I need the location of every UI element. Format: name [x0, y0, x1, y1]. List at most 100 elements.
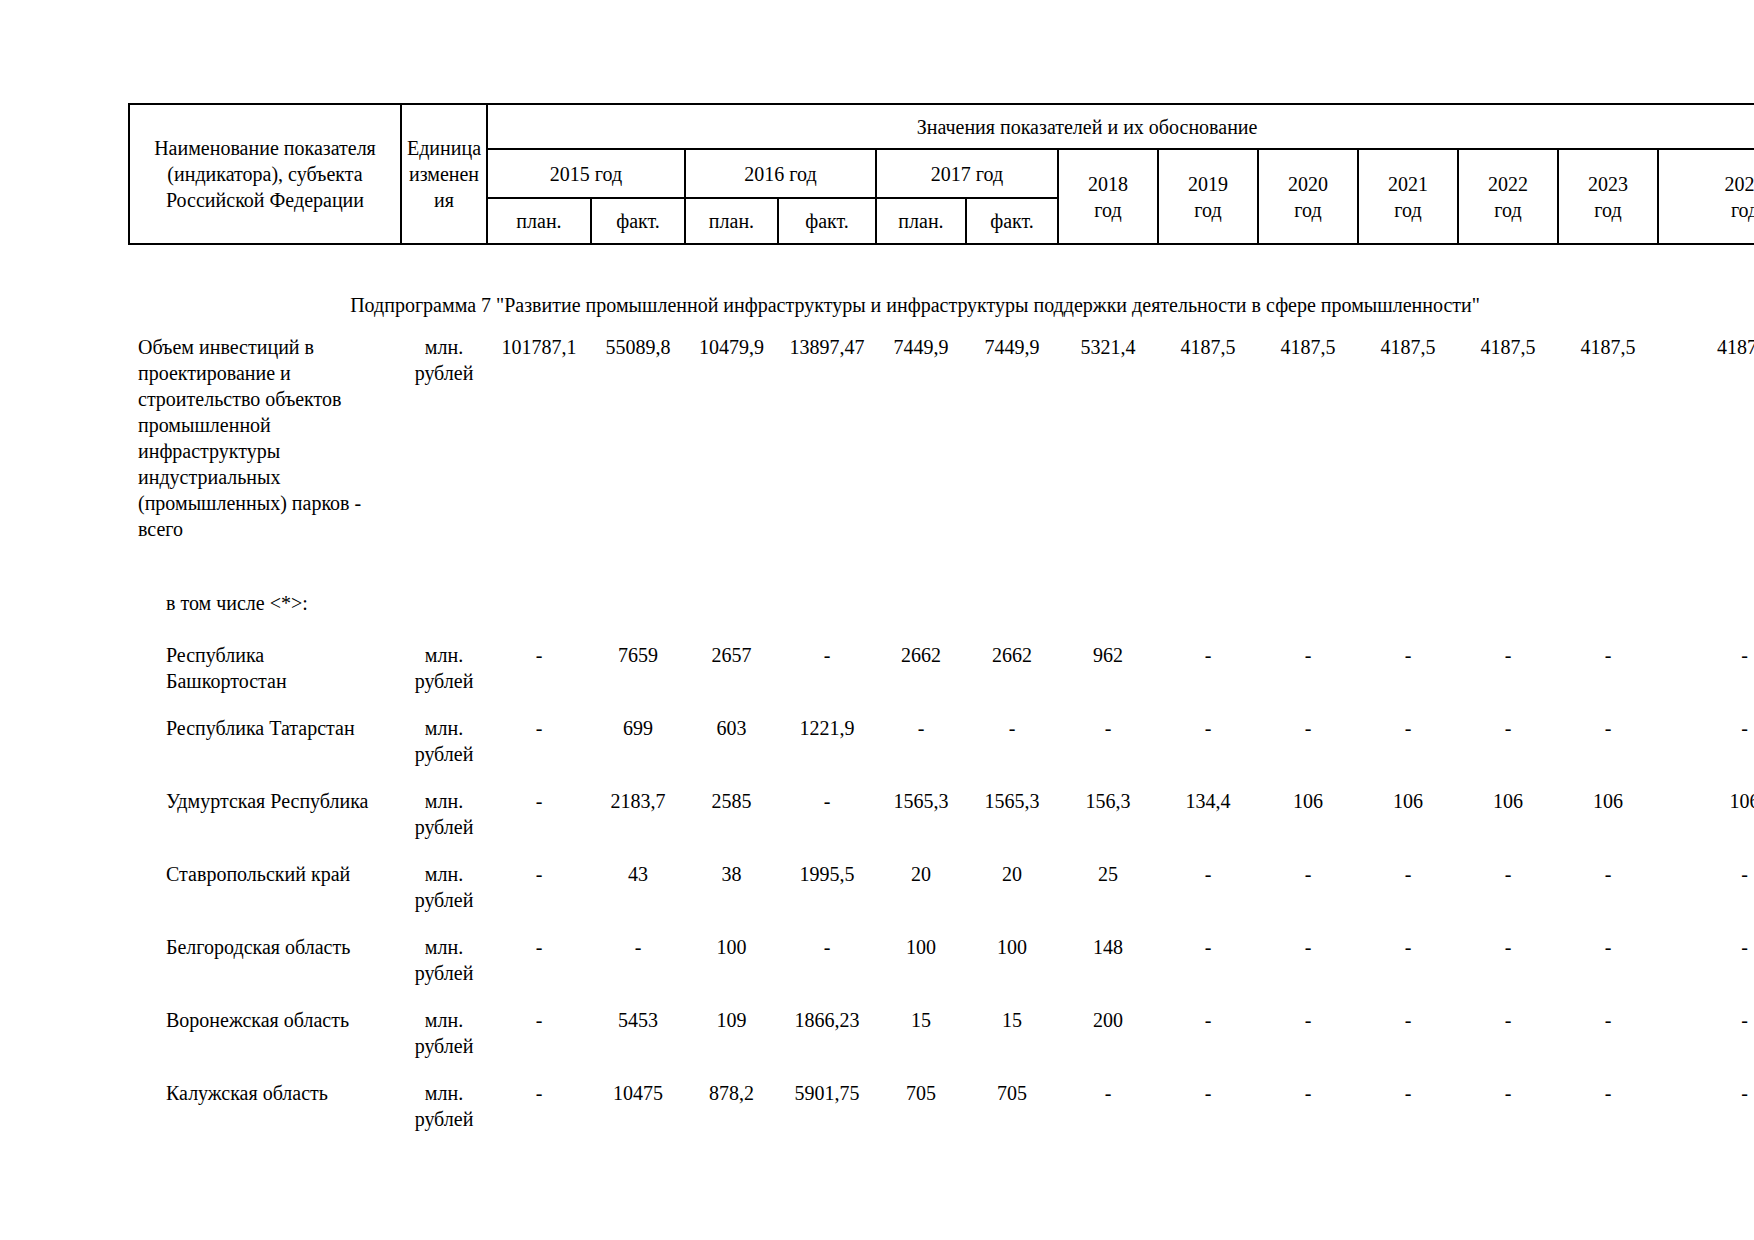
col-header-unit: Единица изменения	[401, 104, 487, 244]
fact-header-2017: факт.	[966, 198, 1058, 244]
value-cell: -	[1458, 616, 1558, 694]
value-cell: -	[1458, 1059, 1558, 1132]
region-row: Ставропольский краймлн. рублей-43381995,…	[129, 840, 1754, 913]
value-cell: 106	[1358, 767, 1458, 840]
row-unit: млн. рублей	[401, 616, 487, 694]
region-row: Республика Татарстанмлн. рублей-69960312…	[129, 694, 1754, 767]
row-label: Удмуртская Республика	[129, 767, 401, 840]
row-label: Калужская область	[129, 1059, 401, 1132]
value-cell: 156,3	[1058, 767, 1158, 840]
value-cell: -	[1358, 1059, 1458, 1132]
value-cell: -	[1658, 694, 1754, 767]
value-cell: 134,4	[1158, 767, 1258, 840]
row-label: Республика Башкортостан	[129, 616, 401, 694]
value-cell: 705	[876, 1059, 966, 1132]
value-cell: -	[1358, 986, 1458, 1059]
value-cell: 15	[966, 986, 1058, 1059]
row-unit: млн. рублей	[401, 840, 487, 913]
row-unit: млн. рублей	[401, 767, 487, 840]
year-header-2017: 2017 год	[876, 149, 1058, 198]
value-cell: -	[1158, 913, 1258, 986]
value-cell: 109	[685, 986, 778, 1059]
year-header-2019: 2019 год	[1158, 149, 1258, 244]
region-row: Белгородская областьмлн. рублей--100-100…	[129, 913, 1754, 986]
year-header-2020: 2020 год	[1258, 149, 1358, 244]
value-cell: 106	[1558, 767, 1658, 840]
year-header-2021: 2021 год	[1358, 149, 1458, 244]
value-cell: 2662	[876, 616, 966, 694]
value-cell: 13897,47	[778, 318, 876, 542]
value-cell: 55089,8	[591, 318, 685, 542]
value-cell: -	[966, 694, 1058, 767]
region-row: Удмуртская Республикамлн. рублей-2183,72…	[129, 767, 1754, 840]
value-cell: 699	[591, 694, 685, 767]
value-cell: 705	[966, 1059, 1058, 1132]
row-label: Республика Татарстан	[129, 694, 401, 767]
value-cell: 101787,1	[487, 318, 591, 542]
value-cell: -	[1358, 840, 1458, 913]
note-row: в том числе <*>:	[129, 542, 1754, 616]
region-row: Республика Башкортостанмлн. рублей-76592…	[129, 616, 1754, 694]
value-cell: 200	[1058, 986, 1158, 1059]
value-cell: -	[1458, 840, 1558, 913]
value-cell: 25	[1058, 840, 1158, 913]
year-header-2022: 2022 год	[1458, 149, 1558, 244]
value-cell: 148	[1058, 913, 1158, 986]
value-cell: -	[1558, 694, 1658, 767]
value-cell: -	[1458, 913, 1558, 986]
value-cell: -	[1058, 1059, 1158, 1132]
document-page: Наименование показателя (индикатора), су…	[0, 0, 1754, 1240]
value-cell: 2183,7	[591, 767, 685, 840]
value-cell: 5901,75	[778, 1059, 876, 1132]
row-label: Объем инвестиций в проектирование и стро…	[129, 318, 401, 542]
value-cell: 4187,5	[1458, 318, 1558, 542]
value-cell: 20	[876, 840, 966, 913]
value-cell: 106	[1658, 767, 1754, 840]
value-cell: 7449,9	[966, 318, 1058, 542]
value-cell: -	[1158, 840, 1258, 913]
value-cell: -	[1358, 616, 1458, 694]
value-cell: 1565,3	[966, 767, 1058, 840]
year-header-2015: 2015 год	[487, 149, 685, 198]
col-header-indicator: Наименование показателя (индикатора), су…	[129, 104, 401, 244]
value-cell: 4187,5	[1658, 318, 1754, 542]
value-cell: -	[1458, 694, 1558, 767]
value-cell: 1995,5	[778, 840, 876, 913]
value-cell: -	[1158, 1059, 1258, 1132]
value-cell: -	[1558, 913, 1658, 986]
value-cell: 10479,9	[685, 318, 778, 542]
value-cell: -	[487, 986, 591, 1059]
value-cell: 20	[966, 840, 1058, 913]
value-cell: 100	[876, 913, 966, 986]
value-cell: -	[1658, 913, 1754, 986]
plan-header-2015: план.	[487, 198, 591, 244]
value-cell: -	[1158, 694, 1258, 767]
table-body: Подпрограмма 7 "Развитие промышленной ин…	[129, 244, 1754, 1132]
region-row: Калужская областьмлн. рублей-10475878,25…	[129, 1059, 1754, 1132]
value-cell: -	[487, 694, 591, 767]
value-cell: -	[1558, 986, 1658, 1059]
value-cell: -	[1658, 986, 1754, 1059]
indicator-total-row: Объем инвестиций в проектирование и стро…	[129, 318, 1754, 542]
year-header-2018: 2018 год	[1058, 149, 1158, 244]
fact-header-2016: факт.	[778, 198, 876, 244]
value-cell: 10475	[591, 1059, 685, 1132]
value-cell: 1866,23	[778, 986, 876, 1059]
value-cell: 38	[685, 840, 778, 913]
value-cell: 603	[685, 694, 778, 767]
value-cell: 2657	[685, 616, 778, 694]
value-cell: -	[1258, 616, 1358, 694]
value-cell: -	[1558, 1059, 1658, 1132]
value-cell: -	[1258, 840, 1358, 913]
subprogram-row: Подпрограмма 7 "Развитие промышленной ин…	[129, 244, 1754, 318]
row-unit: млн. рублей	[401, 694, 487, 767]
table-header: Наименование показателя (индикатора), су…	[129, 104, 1754, 244]
region-row: Воронежская областьмлн. рублей-545310918…	[129, 986, 1754, 1059]
row-unit: млн. рублей	[401, 1059, 487, 1132]
value-cell: 4187,5	[1558, 318, 1658, 542]
value-cell: -	[1258, 986, 1358, 1059]
value-cell: 4187,5	[1358, 318, 1458, 542]
value-cell: -	[487, 616, 591, 694]
value-cell: -	[778, 913, 876, 986]
value-cell: 5321,4	[1058, 318, 1158, 542]
